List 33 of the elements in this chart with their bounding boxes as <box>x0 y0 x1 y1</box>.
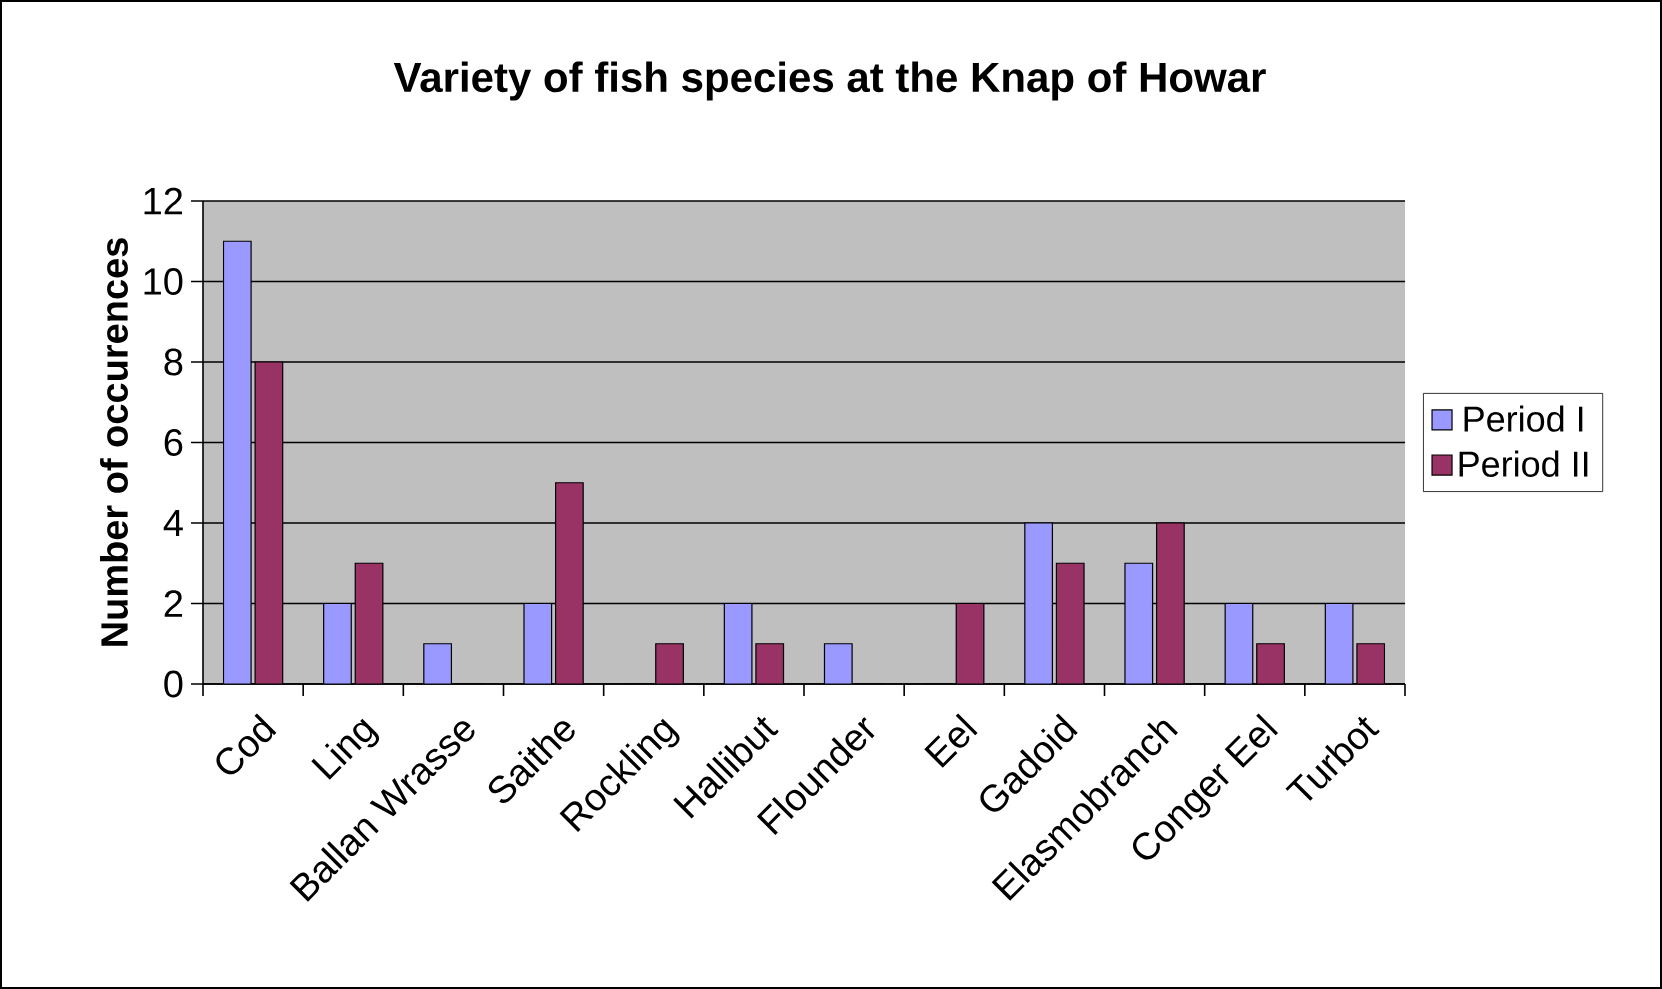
y-tick-label: 6 <box>164 429 183 456</box>
y-tick-label: 2 <box>164 590 183 617</box>
bar <box>223 241 252 684</box>
bar <box>824 643 853 684</box>
bar <box>523 603 552 684</box>
legend-label: Period I <box>1464 405 1583 432</box>
bar <box>655 643 684 684</box>
y-tick-label: 8 <box>164 348 183 376</box>
bar <box>1225 603 1253 684</box>
bar <box>1156 522 1185 684</box>
y-axis-title: Number of occurences <box>100 238 128 646</box>
bar <box>255 361 283 684</box>
bar <box>323 603 352 684</box>
y-tick-label: 0 <box>164 670 183 698</box>
bar <box>555 482 584 684</box>
bar <box>956 603 984 684</box>
bar <box>1024 522 1053 684</box>
bar <box>355 563 383 684</box>
y-tick-label: 10 <box>144 268 183 295</box>
bar <box>724 603 752 684</box>
bar <box>1256 643 1285 684</box>
bar <box>755 643 784 684</box>
bar <box>1056 563 1085 684</box>
y-tick-label: 4 <box>163 509 183 537</box>
bar <box>1356 643 1386 684</box>
chart-title: Variety of fish species at the Knap of Howar <box>393 61 1266 101</box>
x-tick-label: Cod <box>216 713 277 775</box>
x-tick-label: Eel <box>924 713 978 768</box>
y-tick-label: 12 <box>144 187 183 215</box>
bar <box>1124 563 1153 684</box>
legend-label: Period II <box>1459 450 1588 477</box>
bar <box>423 643 452 684</box>
bar <box>1324 602 1354 684</box>
